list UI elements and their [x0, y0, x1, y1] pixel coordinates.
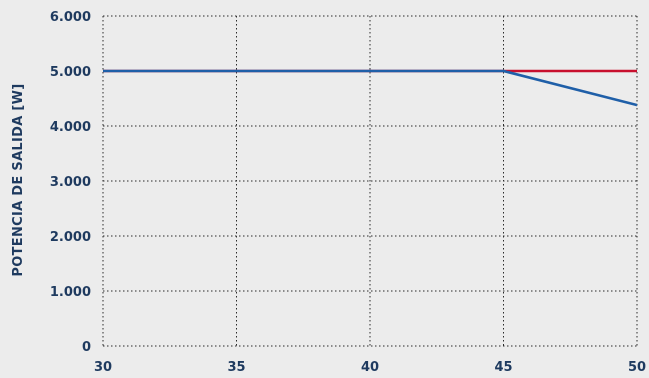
series-line-2 — [103, 69, 638, 107]
x-tick-label: 50 — [628, 360, 646, 375]
y-tick-label: 3.000 — [50, 175, 91, 190]
x-tick-label: 35 — [227, 360, 245, 375]
y-tick-label: 4.000 — [50, 120, 91, 135]
series-layer — [103, 69, 638, 107]
y-tick-label: 0 — [82, 340, 91, 355]
x-axis-ticks: 30 35 40 45 50 — [94, 360, 646, 375]
y-axis-ticks: 0 1.000 2.000 3.000 4.000 5.000 6.000 — [50, 10, 91, 355]
y-tick-label: 1.000 — [50, 285, 91, 300]
x-tick-label: 30 — [94, 360, 112, 375]
x-tick-label: 45 — [494, 360, 512, 375]
y-tick-label: 6.000 — [50, 10, 91, 25]
y-tick-label: 5.000 — [50, 65, 91, 80]
x-tick-label: 40 — [361, 360, 379, 375]
y-tick-label: 2.000 — [50, 230, 91, 245]
y-axis-label: POTENCIA DE SALIDA [W] — [11, 83, 26, 276]
grid — [102, 15, 638, 347]
